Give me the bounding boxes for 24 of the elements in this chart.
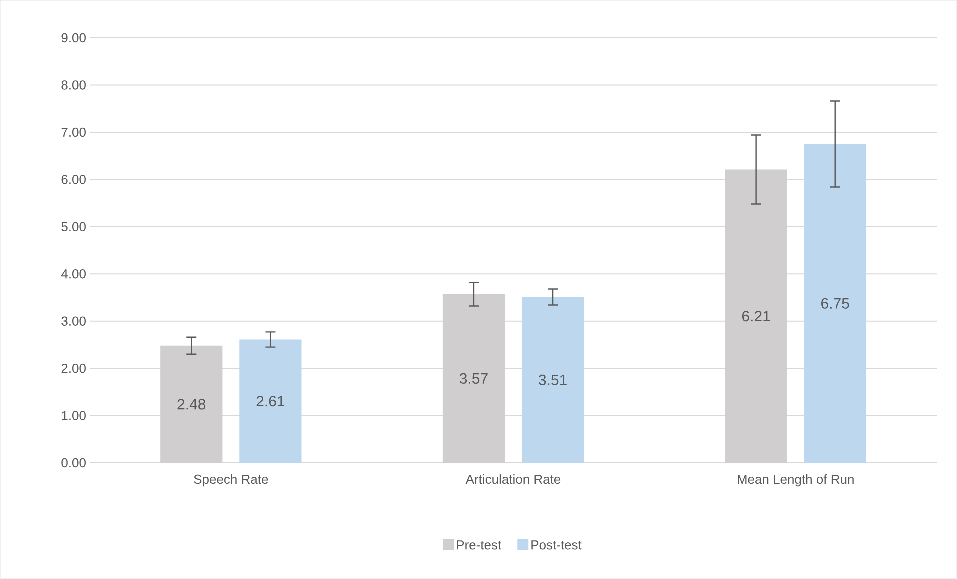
data-label: 2.48 [178,399,206,410]
y-tick-label: 3.00 [62,316,86,326]
y-tick-label: 1.00 [62,411,86,420]
y-tick-label: 4.00 [61,270,86,279]
x-tick-label: Articulation Rate [466,474,561,484]
bar [522,297,584,463]
bar [240,340,302,463]
data-label: 2.61 [256,396,285,407]
x-tick-label: Mean Length of Run [738,474,854,487]
y-tick-label: 9.00 [62,33,86,43]
data-label: 3.57 [460,373,488,384]
legend-label: Pre-test [457,540,502,550]
legend-label: Post-test [532,540,582,550]
y-tick-label: 0.00 [62,458,86,468]
y-tick-label: 6.00 [62,175,86,184]
x-tick-label: Speech Rate [194,474,268,487]
y-tick-label: 7.00 [62,128,86,138]
data-label: 3.51 [539,374,567,386]
data-label: 6.21 [742,311,770,322]
data-label: 6.75 [822,298,850,309]
y-tick-label: 8.00 [62,80,86,90]
y-tick-label: 5.00 [62,222,86,232]
bar [804,144,866,463]
y-tick-label: 2.00 [62,364,86,374]
